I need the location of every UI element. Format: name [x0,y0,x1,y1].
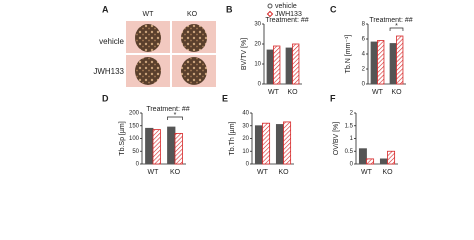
y-tick-label: 20 [254,42,261,48]
figure: A WT KO vehicle JWH133 BBV/TV [%]0102030… [93,3,412,176]
bar [262,122,271,165]
bar [174,132,183,165]
y-tick-label: 0 [362,82,366,88]
panel-label: B [226,4,233,14]
panel-label: E [222,93,228,103]
y-tick-label: 30 [242,123,249,129]
bar [387,150,396,165]
y-tick-label: 30 [254,22,261,28]
y-tick-label: 10 [242,149,249,155]
x-tick-label: KO [382,169,393,176]
legend-marker [267,3,273,9]
y-tick-label: 20 [242,136,249,142]
x-tick-label: KO [170,169,181,176]
bar [152,129,161,165]
y-axis-label: Tb.N [mm⁻¹] [345,35,352,74]
bar [145,127,154,165]
y-tick-label: 0 [258,82,262,88]
y-tick-label: 100 [129,136,140,142]
bar [379,158,388,165]
y-tick-label: 40 [242,111,249,117]
y-tick-label: 0 [350,162,354,168]
panel-label: C [330,4,337,14]
y-axis-label: Tb.Th [µm] [229,121,236,155]
y-tick-label: 0 [136,162,140,168]
y-tick-label: 8 [362,22,366,28]
significance-bracket [167,116,183,120]
y-tick-label: 4 [362,52,366,58]
x-tick-label: WT [148,169,160,176]
bar [292,43,300,85]
significance-bracket [389,27,404,31]
y-tick-label: 0 [246,162,250,168]
x-tick-label: KO [287,89,298,96]
x-tick-label: WT [372,89,384,96]
legend-marker [266,10,274,18]
y-tick-label: 50 [132,149,139,155]
x-tick-label: WT [268,89,280,96]
ct-images [126,21,216,87]
y-tick-label: 2 [350,111,354,117]
bar [389,43,397,85]
y-axis-label: Tb.Sp [µm] [119,121,126,155]
y-tick-label: 1 [350,136,354,142]
bar [370,41,378,85]
panel-label: F [330,93,336,103]
panel-label: D [102,93,109,103]
bar [377,40,385,85]
bar [266,49,274,85]
bar [396,35,404,85]
legend-label: JWH133 [275,11,302,18]
column-label: KO [187,11,198,18]
annotation: * [395,23,398,30]
annotation: * [174,112,177,119]
x-tick-label: WT [361,169,373,176]
y-tick-label: 0.5 [345,149,354,155]
annotation: Treatment: ## [369,17,412,24]
bar [358,148,367,165]
bar [167,126,176,165]
column-label: WT [143,11,155,18]
y-tick-label: 150 [129,123,140,129]
legend-label: vehicle [275,3,297,10]
x-tick-label: WT [257,169,269,176]
x-tick-label: KO [278,169,289,176]
bar [283,121,292,165]
y-tick-label: 2 [362,67,366,73]
row-label: JWH133 [93,67,124,76]
bar [366,158,375,165]
y-tick-label: 200 [129,111,140,117]
x-tick-label: KO [391,89,402,96]
panel-label: A [102,4,109,14]
bar [254,125,263,165]
y-axis-label: OV/BV [%] [333,122,340,156]
annotation: Treatment: ## [265,17,308,24]
bar [275,124,284,165]
y-axis-label: BV/TV [%] [241,38,248,70]
annotation: Treatment: ## [146,106,189,113]
bar [285,47,293,85]
bar [273,45,281,85]
row-label: vehicle [99,37,124,46]
y-tick-label: 6 [362,37,366,43]
y-tick-label: 10 [254,62,261,68]
y-tick-label: 1.5 [345,123,354,129]
